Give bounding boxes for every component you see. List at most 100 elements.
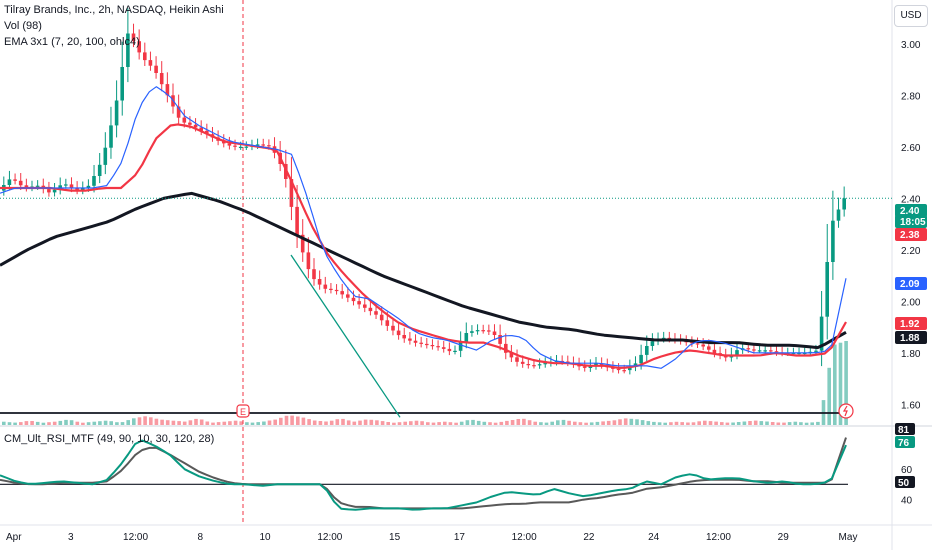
volume-bar	[19, 422, 23, 425]
price-badge-label: 18:05	[900, 217, 926, 228]
candle-body	[475, 330, 480, 332]
rsi-line	[0, 439, 847, 511]
candle-body	[193, 124, 198, 128]
rsi-badge-label: 81	[898, 425, 910, 436]
volume-bar	[346, 420, 351, 425]
candle-body	[24, 185, 29, 188]
price-badge	[895, 228, 927, 241]
candle-body	[244, 146, 249, 148]
volume-bar	[143, 416, 147, 425]
candle-body	[18, 180, 23, 186]
price-tick-label: 3.00	[901, 40, 921, 51]
candle-body	[238, 146, 243, 148]
rsi-badge	[895, 436, 915, 448]
candle-body	[408, 338, 412, 341]
candle-body	[363, 304, 367, 308]
volume-bar	[799, 422, 803, 425]
ema-legend[interactable]: EMA 3x1 (7, 20, 100, ohlc4)	[4, 36, 140, 48]
volume-bar	[493, 422, 498, 425]
volume-bar	[369, 419, 374, 425]
volume-bar	[329, 420, 334, 425]
volume-bar	[787, 422, 792, 425]
volume-bar	[561, 419, 566, 425]
volume-bar	[550, 421, 554, 425]
price-tick-label: 1.60	[901, 400, 921, 411]
candle-body	[64, 184, 68, 186]
volume-bar	[188, 420, 193, 425]
price-badge-label: 2.38	[900, 230, 920, 241]
candle-body	[504, 343, 508, 353]
volume-bar	[171, 420, 176, 425]
volume-bar	[284, 415, 289, 425]
volume-bar	[250, 422, 255, 425]
time-tick-label: 12:00	[706, 532, 731, 543]
volume-bar	[420, 421, 424, 425]
candle-body	[515, 357, 519, 362]
candle-body	[543, 363, 547, 365]
volume-bar	[120, 422, 125, 425]
candle-body	[594, 363, 598, 366]
candle-body	[103, 147, 108, 165]
volume-bar	[838, 342, 843, 425]
volume-bar	[103, 420, 108, 425]
candle-body	[735, 350, 739, 355]
candle-body	[526, 364, 531, 366]
time-tick-label: 3	[68, 532, 74, 543]
volume-bar	[115, 422, 119, 425]
candle-body	[752, 349, 756, 351]
candle-body	[317, 279, 322, 285]
candle-body	[819, 316, 824, 351]
candle-body	[757, 350, 762, 352]
candle-body	[289, 179, 294, 207]
volume-bar	[279, 417, 283, 425]
volume-bar	[358, 420, 362, 425]
volume-bar	[573, 421, 577, 425]
volume-bar	[499, 421, 504, 425]
volume-bar	[810, 422, 814, 425]
volume-bar	[262, 421, 266, 425]
volume-bar	[386, 422, 390, 425]
price-badge-label: 1.92	[900, 319, 920, 330]
earnings-marker-box	[236, 404, 250, 418]
volume-bar	[623, 418, 628, 425]
volume-bar	[612, 420, 617, 425]
volume-bar	[30, 421, 34, 425]
volume-bar	[81, 422, 85, 425]
volume-legend[interactable]: Vol (98)	[4, 20, 42, 32]
price-badge	[895, 331, 927, 344]
volume-bar	[652, 421, 656, 425]
candle-body	[227, 143, 232, 146]
price-badge	[895, 204, 927, 217]
candle-body	[430, 345, 435, 347]
volume-bar	[443, 421, 447, 425]
volume-bar	[816, 421, 820, 425]
volume-bar	[290, 415, 294, 425]
candle-body	[13, 179, 17, 181]
price-badge	[895, 215, 927, 228]
candle-body	[323, 284, 328, 289]
currency-button[interactable]: USD	[894, 5, 928, 27]
volume-bar	[804, 422, 809, 425]
candle-body	[261, 144, 265, 146]
volume-bar	[759, 421, 764, 425]
candle-body	[182, 117, 187, 123]
rsi-legend[interactable]: CM_Ult_RSI_MTF (49, 90, 10, 30, 120, 28)	[4, 433, 215, 445]
candle-body	[582, 366, 587, 368]
volume-bar	[58, 420, 63, 425]
candle-body	[176, 106, 181, 118]
volume-bar	[782, 422, 786, 425]
volume-bar	[567, 420, 571, 425]
candle-body	[458, 341, 463, 351]
candle-body	[701, 344, 705, 347]
candle-body	[436, 346, 440, 348]
volume-bar	[454, 422, 458, 425]
candle-body	[487, 330, 491, 332]
volume-bar	[341, 418, 345, 425]
volume-bar	[595, 421, 600, 425]
rsi-tick-label: 40	[901, 495, 913, 506]
volume-bar	[793, 421, 798, 425]
volume-bar	[312, 420, 317, 425]
volume-bar	[375, 420, 379, 425]
rsi-badge-label: 50	[898, 478, 910, 489]
